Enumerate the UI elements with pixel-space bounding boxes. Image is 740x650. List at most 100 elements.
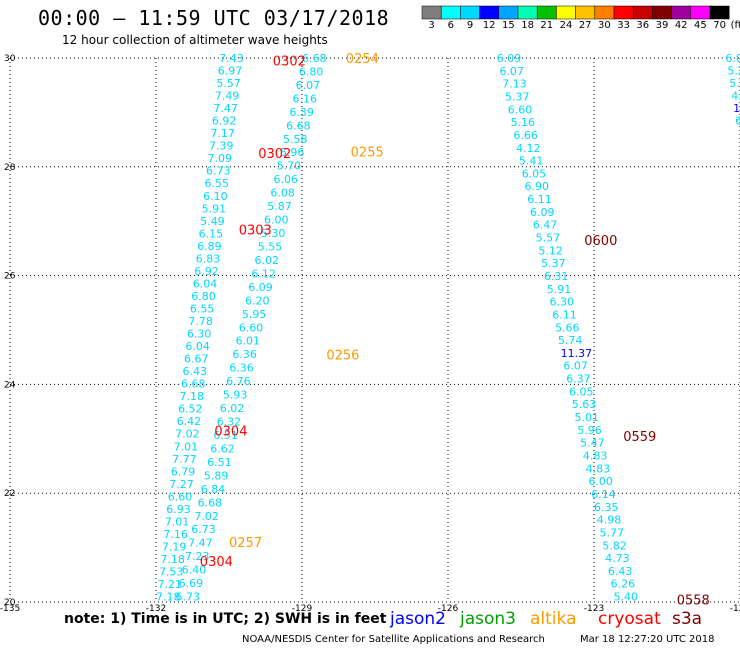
wave-height-value: 6.06 bbox=[274, 173, 299, 186]
legend-tick-label: 36 bbox=[636, 20, 650, 31]
wave-height-value: 6.66 bbox=[513, 129, 538, 142]
y-tick-label: 22 bbox=[4, 489, 15, 499]
wave-height-value: 6.84 bbox=[201, 483, 226, 496]
wave-height-value: 5.01 bbox=[575, 411, 600, 424]
wave-height-value: 7.18 bbox=[160, 553, 185, 566]
wave-height-value: 6.55 bbox=[205, 177, 230, 190]
x-tick-label: -123 bbox=[584, 604, 604, 614]
wave-height-value: 6.68 bbox=[302, 52, 327, 65]
wave-height-value: 6.40 bbox=[182, 564, 207, 577]
pass-time-label: 0303 bbox=[239, 223, 272, 238]
wave-height-value: 6.89 bbox=[197, 240, 222, 253]
legend-swatch bbox=[652, 5, 672, 20]
wave-height-value: 6.73 bbox=[206, 165, 231, 178]
chart-axes: -135 -132 -129 -126 -123 -120 20 22 24 26 28 30 bbox=[0, 54, 740, 614]
wave-height-value: 4.83 bbox=[583, 450, 608, 463]
wave-height-value: 5.57 bbox=[536, 232, 561, 245]
wave-height-value: 5.74 bbox=[558, 334, 583, 347]
wave-height-value: 5.63 bbox=[572, 398, 597, 411]
wave-height-value: 6.55 bbox=[190, 302, 215, 315]
legend-tick-label: 27 bbox=[578, 20, 592, 31]
wave-height-value: 7.53 bbox=[159, 566, 184, 579]
chart-title: 00:00 – 11:59 UTC 03/17/2018 bbox=[38, 6, 390, 30]
wave-height-value: 6.01 bbox=[236, 335, 261, 348]
legend-s3a: s3a bbox=[672, 609, 703, 629]
pass-time-label: 0256 bbox=[326, 348, 359, 363]
legend-tick-label: 42 bbox=[674, 20, 688, 31]
wave-height-value: 7.78 bbox=[188, 315, 213, 328]
wave-height-value: 5.57 bbox=[216, 77, 241, 90]
wave-height-value: 6.37 bbox=[566, 373, 591, 386]
legend-swatch bbox=[690, 5, 711, 20]
legend-swatch bbox=[460, 5, 480, 20]
legend-tick-label: 45 bbox=[694, 20, 707, 31]
wave-height-value: 5.26 bbox=[727, 65, 740, 78]
legend-tick-label: 12 bbox=[482, 20, 496, 31]
legend-swatch bbox=[556, 5, 576, 20]
y-tick-label: 28 bbox=[4, 163, 16, 173]
wave-height-value: 5.55 bbox=[258, 240, 283, 253]
wave-height-value: 5.37 bbox=[505, 90, 530, 103]
x-tick-label: -120 bbox=[730, 604, 740, 614]
pass-time-label: 0558 bbox=[677, 593, 710, 608]
wave-height-value: 6.69 bbox=[179, 577, 204, 590]
wave-height-value: 6.73 bbox=[191, 523, 216, 536]
legend-swatch bbox=[575, 5, 596, 20]
wave-height-value: 7.43 bbox=[219, 52, 244, 65]
wave-height-value: 7.16 bbox=[163, 528, 188, 541]
wave-height-value: 7.27 bbox=[169, 478, 194, 491]
wave-height-value: 6.68 bbox=[286, 119, 311, 132]
wave-height-value: 6.68 bbox=[198, 496, 223, 509]
legend-swatch bbox=[671, 5, 692, 20]
legend-swatch bbox=[536, 5, 557, 20]
wave-height-value: 5.49 bbox=[200, 215, 225, 228]
wave-height-value: 6.15 bbox=[199, 227, 224, 240]
wave-height-value: 6.26 bbox=[611, 578, 636, 591]
wave-height-value: 6.16 bbox=[293, 92, 318, 105]
wave-height-value: 6.43 bbox=[608, 565, 633, 578]
wave-height-value: 7.02 bbox=[175, 428, 200, 441]
wave-height-value: 6.43 bbox=[182, 365, 207, 378]
wave-height-value: 7.77 bbox=[172, 453, 197, 466]
wave-height-value: 5.91 bbox=[547, 283, 572, 296]
wave-height-value: 6.51 bbox=[213, 429, 238, 442]
wave-height-value: 4.98 bbox=[597, 514, 622, 527]
wave-height-value: 6.11 bbox=[552, 308, 577, 321]
wave-height-value: 6.12 bbox=[251, 267, 275, 280]
wave-height-value: 5.93 bbox=[223, 389, 248, 402]
x-tick-label: -135 bbox=[0, 604, 20, 614]
wave-height-value: 6.07 bbox=[296, 79, 321, 92]
wave-height-value: 6.47 bbox=[533, 219, 558, 232]
wave-height-value: 7.13 bbox=[502, 78, 527, 91]
wave-height-value: 6.79 bbox=[171, 465, 196, 478]
pass-labels: 0254 0302 0302 0255 0303 0600 0256 0304 0559 0257… bbox=[200, 52, 710, 608]
wave-height-value: 5.87 bbox=[267, 200, 292, 213]
wave-height-value: 6.60 bbox=[508, 103, 533, 116]
wave-height-value: 7.47 bbox=[213, 102, 238, 115]
wave-height-value: 6.10 bbox=[203, 190, 228, 203]
legend-swatch bbox=[421, 5, 442, 20]
wave-height-value: 5.96 bbox=[280, 146, 305, 159]
wave-height-value: 6.05 bbox=[725, 52, 740, 65]
legend-tick-label: 33 bbox=[617, 20, 630, 31]
wave-height-value: 6.00 bbox=[588, 475, 613, 488]
pass-time-label: 0304 bbox=[200, 555, 233, 570]
wave-height-value: 6.31 bbox=[544, 270, 569, 283]
wave-height-value: 6.11 bbox=[527, 193, 552, 206]
wave-height-value: 7.18 bbox=[180, 390, 205, 403]
pass-time-label: 0254 bbox=[346, 52, 379, 67]
wave-height-value: 4.4 bbox=[731, 90, 740, 103]
wave-height-value: 7.01 bbox=[165, 515, 190, 528]
wave-height-value: 6.20 bbox=[245, 294, 270, 307]
legend-swatch bbox=[709, 5, 730, 20]
legend-tick-label: 9 bbox=[466, 20, 474, 31]
legend-swatch bbox=[479, 5, 500, 20]
wave-height-value: 6.60 bbox=[239, 321, 264, 334]
x-tick-label: -126 bbox=[438, 604, 459, 614]
wave-height-value: 6.76 bbox=[226, 375, 251, 388]
wave-height-value: 6.42 bbox=[177, 415, 202, 428]
legend-swatch bbox=[498, 5, 519, 20]
wave-height-value: 6.02 bbox=[220, 402, 245, 415]
legend-swatch bbox=[632, 5, 653, 20]
